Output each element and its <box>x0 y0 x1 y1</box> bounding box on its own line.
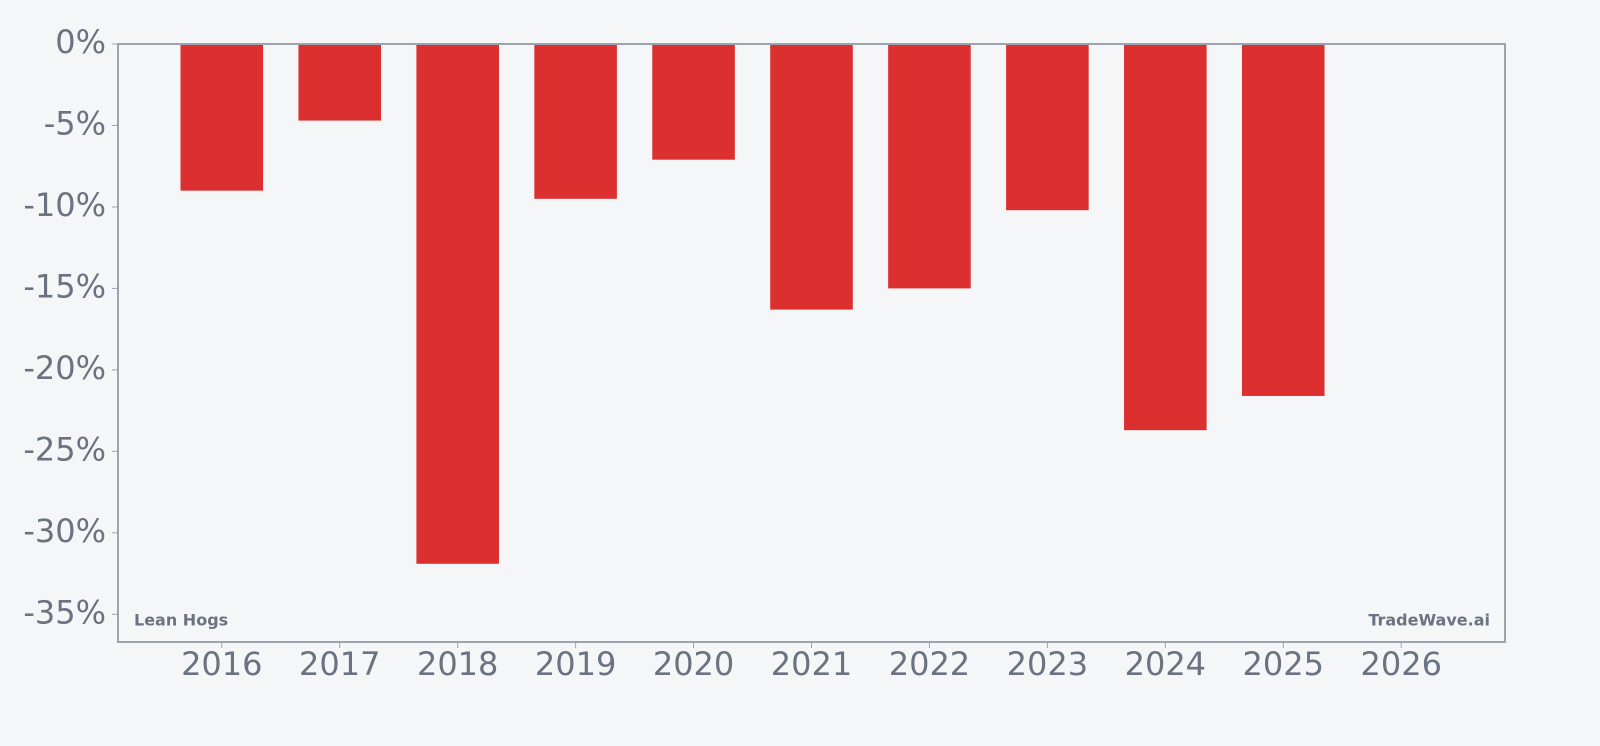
x-tick-label: 2019 <box>535 645 616 683</box>
y-tick-label: -10% <box>23 186 106 224</box>
bar <box>1006 44 1089 211</box>
x-tick-label: 2022 <box>889 645 970 683</box>
bar <box>1124 44 1207 431</box>
y-tick-label: -20% <box>23 349 106 387</box>
annotation: TradeWave.ai <box>1368 611 1490 630</box>
x-tick-label: 2021 <box>771 645 852 683</box>
y-tick-label: 0% <box>55 23 106 61</box>
y-tick-label: -5% <box>44 104 106 142</box>
x-tick-label: 2017 <box>299 645 380 683</box>
bar <box>652 44 735 160</box>
y-tick-label: -15% <box>23 267 106 305</box>
x-tick-label: 2020 <box>653 645 734 683</box>
bar <box>888 44 971 289</box>
x-tick-label: 2023 <box>1007 645 1088 683</box>
y-tick-label: -25% <box>23 430 106 468</box>
x-tick-label: 2016 <box>181 645 262 683</box>
annotation: Lean Hogs <box>134 611 228 630</box>
x-tick-label: 2025 <box>1243 645 1324 683</box>
y-tick-label: -35% <box>23 593 106 631</box>
plot-frame <box>117 43 1506 643</box>
x-tick-label: 2026 <box>1360 645 1441 683</box>
bar <box>1241 44 1325 396</box>
x-tick-label: 2018 <box>417 645 498 683</box>
x-tick-label: 2024 <box>1125 645 1206 683</box>
bar <box>298 44 382 121</box>
bar <box>416 44 499 564</box>
y-tick-label: -30% <box>23 512 106 550</box>
bar <box>534 44 617 199</box>
bar <box>180 44 264 191</box>
bar <box>770 44 853 310</box>
